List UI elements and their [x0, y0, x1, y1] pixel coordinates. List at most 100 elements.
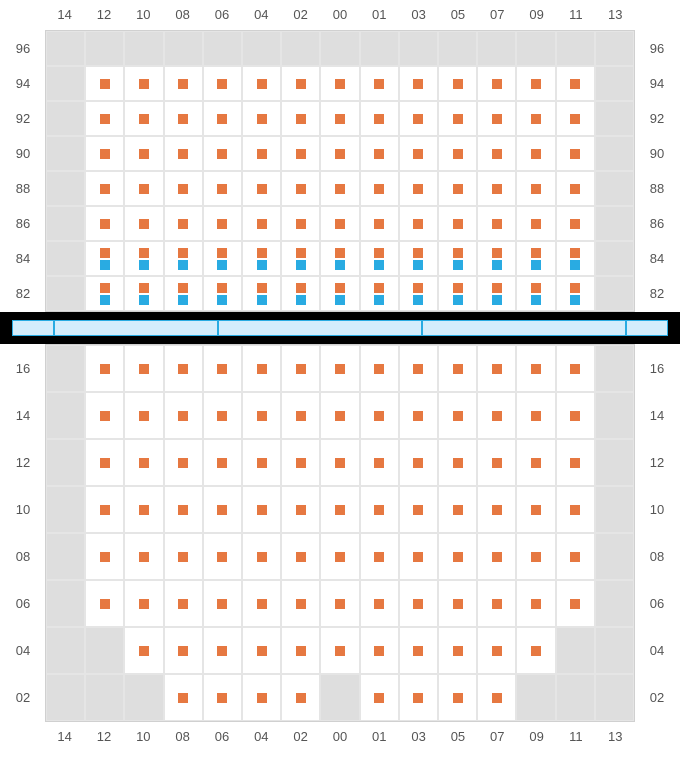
seat-cell[interactable] — [203, 674, 242, 721]
seat-cell[interactable] — [438, 206, 477, 241]
seat-cell[interactable] — [438, 486, 477, 533]
seat-cell[interactable] — [124, 241, 163, 276]
seat-cell[interactable] — [203, 241, 242, 276]
seat-cell[interactable] — [164, 392, 203, 439]
seat-cell[interactable] — [360, 276, 399, 311]
seat-cell[interactable] — [360, 345, 399, 392]
seat-cell[interactable] — [516, 171, 555, 206]
seat-cell[interactable] — [516, 533, 555, 580]
seat-cell[interactable] — [164, 276, 203, 311]
seat-cell[interactable] — [556, 66, 595, 101]
seat-cell[interactable] — [203, 627, 242, 674]
seat-cell[interactable] — [438, 101, 477, 136]
seat-cell[interactable] — [85, 136, 124, 171]
seat-cell[interactable] — [203, 486, 242, 533]
seat-cell[interactable] — [556, 206, 595, 241]
seat-cell[interactable] — [320, 241, 359, 276]
seat-cell[interactable] — [438, 345, 477, 392]
seat-cell[interactable] — [516, 486, 555, 533]
seat-cell[interactable] — [203, 171, 242, 206]
seat-cell[interactable] — [281, 345, 320, 392]
seat-cell[interactable] — [399, 241, 438, 276]
seat-cell[interactable] — [164, 345, 203, 392]
seat-cell[interactable] — [438, 580, 477, 627]
seat-cell[interactable] — [203, 439, 242, 486]
seat-cell[interactable] — [556, 101, 595, 136]
seat-cell[interactable] — [242, 580, 281, 627]
seat-cell[interactable] — [281, 627, 320, 674]
seat-cell[interactable] — [320, 533, 359, 580]
seat-cell[interactable] — [360, 66, 399, 101]
seat-cell[interactable] — [477, 345, 516, 392]
seat-cell[interactable] — [242, 276, 281, 311]
seat-cell[interactable] — [281, 206, 320, 241]
seat-cell[interactable] — [477, 580, 516, 627]
seat-cell[interactable] — [516, 392, 555, 439]
seat-cell[interactable] — [164, 439, 203, 486]
seat-cell[interactable] — [124, 136, 163, 171]
seat-cell[interactable] — [556, 486, 595, 533]
seat-cell[interactable] — [556, 580, 595, 627]
seat-cell[interactable] — [399, 276, 438, 311]
seat-cell[interactable] — [124, 486, 163, 533]
seat-cell[interactable] — [320, 580, 359, 627]
seat-cell[interactable] — [556, 136, 595, 171]
seat-cell[interactable] — [164, 101, 203, 136]
seat-cell[interactable] — [85, 580, 124, 627]
seat-cell[interactable] — [281, 533, 320, 580]
seat-cell[interactable] — [516, 241, 555, 276]
seat-cell[interactable] — [399, 533, 438, 580]
seat-cell[interactable] — [320, 392, 359, 439]
seat-cell[interactable] — [556, 171, 595, 206]
seat-cell[interactable] — [124, 206, 163, 241]
seat-cell[interactable] — [477, 674, 516, 721]
seat-cell[interactable] — [516, 580, 555, 627]
seat-cell[interactable] — [281, 580, 320, 627]
seat-cell[interactable] — [360, 241, 399, 276]
seat-cell[interactable] — [438, 276, 477, 311]
seat-cell[interactable] — [360, 439, 399, 486]
seat-cell[interactable] — [85, 486, 124, 533]
seat-cell[interactable] — [203, 101, 242, 136]
seat-cell[interactable] — [477, 439, 516, 486]
seat-cell[interactable] — [477, 171, 516, 206]
seat-cell[interactable] — [242, 486, 281, 533]
seat-cell[interactable] — [281, 101, 320, 136]
seat-cell[interactable] — [399, 486, 438, 533]
seat-cell[interactable] — [320, 486, 359, 533]
seat-cell[interactable] — [556, 276, 595, 311]
seat-cell[interactable] — [360, 206, 399, 241]
seat-cell[interactable] — [516, 136, 555, 171]
seat-cell[interactable] — [399, 345, 438, 392]
seat-cell[interactable] — [438, 241, 477, 276]
seat-cell[interactable] — [124, 101, 163, 136]
seat-cell[interactable] — [477, 206, 516, 241]
seat-cell[interactable] — [438, 627, 477, 674]
seat-cell[interactable] — [242, 101, 281, 136]
seat-cell[interactable] — [85, 206, 124, 241]
seat-cell[interactable] — [399, 136, 438, 171]
seat-cell[interactable] — [516, 627, 555, 674]
seat-cell[interactable] — [203, 206, 242, 241]
seat-cell[interactable] — [399, 674, 438, 721]
seat-cell[interactable] — [556, 439, 595, 486]
seat-cell[interactable] — [556, 241, 595, 276]
seat-cell[interactable] — [85, 171, 124, 206]
seat-cell[interactable] — [203, 345, 242, 392]
seat-cell[interactable] — [477, 392, 516, 439]
seat-cell[interactable] — [124, 392, 163, 439]
seat-cell[interactable] — [320, 276, 359, 311]
seat-cell[interactable] — [516, 206, 555, 241]
seat-cell[interactable] — [477, 533, 516, 580]
seat-cell[interactable] — [399, 206, 438, 241]
seat-cell[interactable] — [399, 392, 438, 439]
seat-cell[interactable] — [516, 276, 555, 311]
seat-cell[interactable] — [85, 101, 124, 136]
seat-cell[interactable] — [242, 533, 281, 580]
seat-cell[interactable] — [320, 171, 359, 206]
seat-cell[interactable] — [320, 345, 359, 392]
seat-cell[interactable] — [164, 533, 203, 580]
seat-cell[interactable] — [477, 101, 516, 136]
seat-cell[interactable] — [281, 276, 320, 311]
seat-cell[interactable] — [399, 627, 438, 674]
